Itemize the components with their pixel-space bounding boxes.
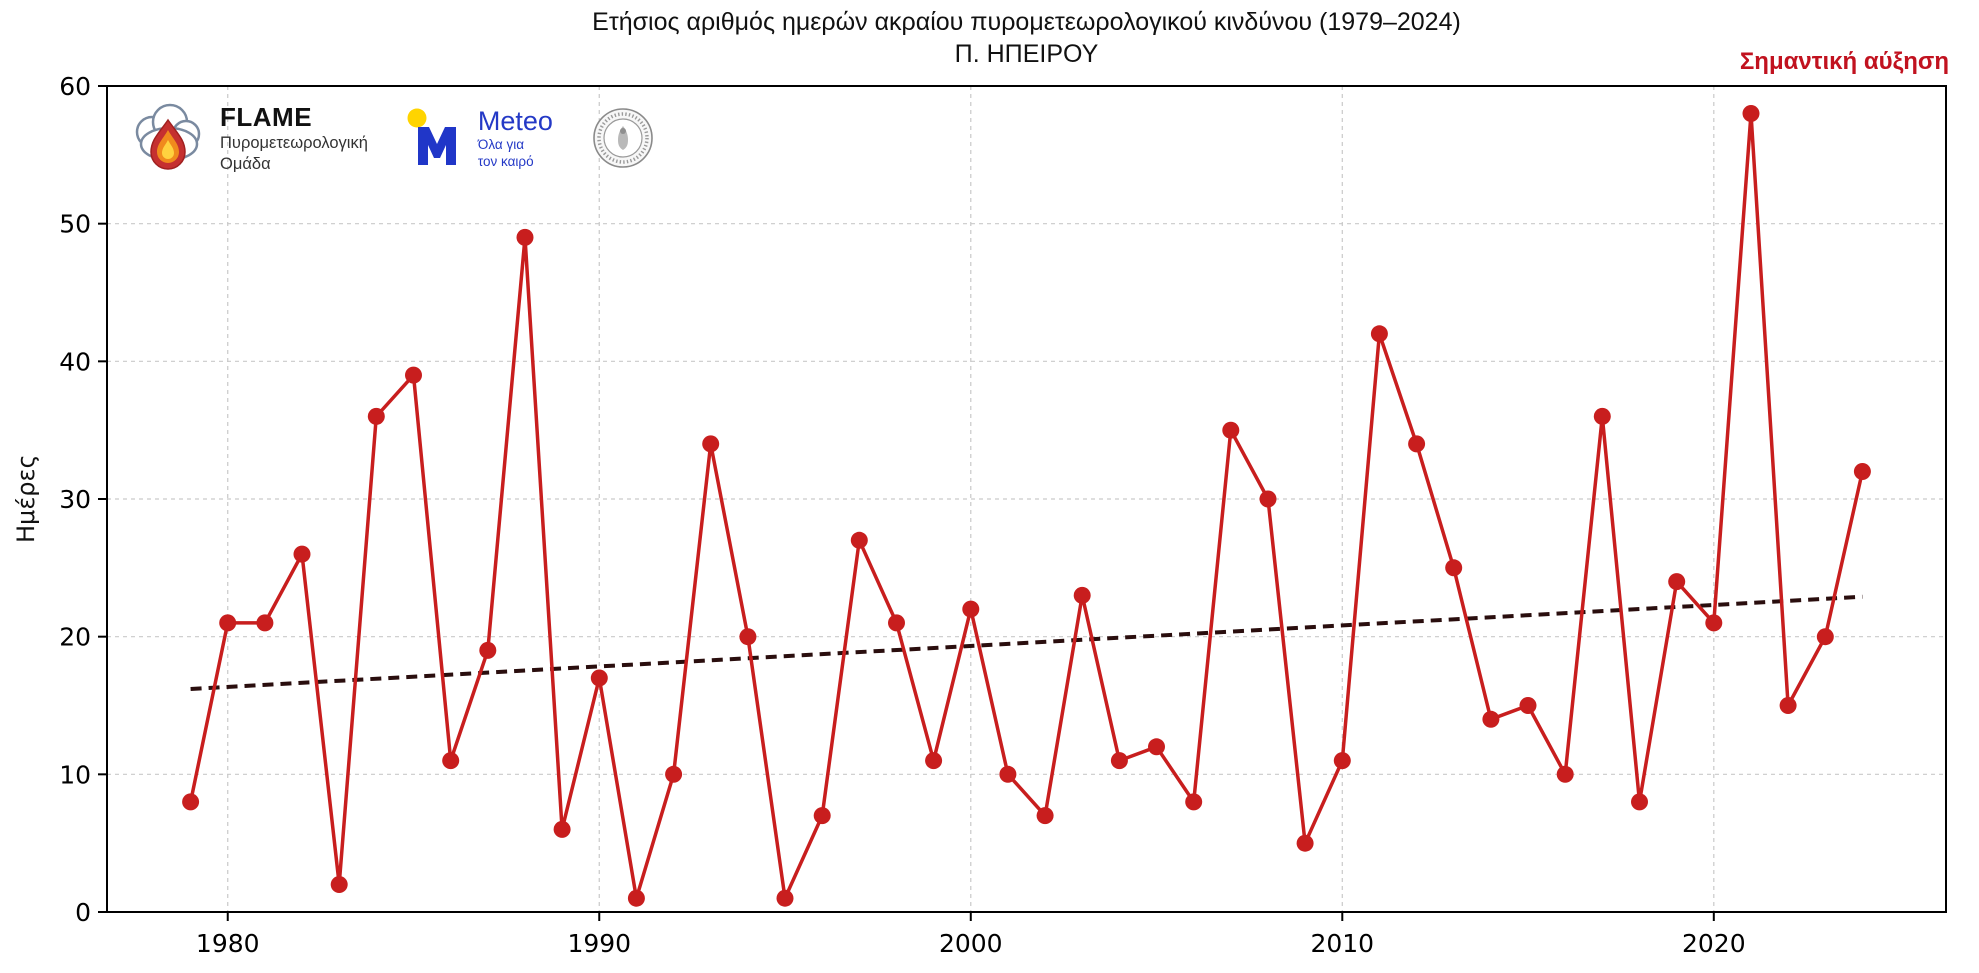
meteo-logo-name: Meteo <box>477 105 553 136</box>
svg-text:1990: 1990 <box>567 929 631 958</box>
axis-ticks <box>98 85 1715 921</box>
chart-subtitle: Π. ΗΠΕΙΡΟΥ <box>954 39 1099 68</box>
trend-line <box>190 594 1863 691</box>
svg-text:2020: 2020 <box>1682 929 1746 958</box>
svg-text:2010: 2010 <box>1310 929 1374 958</box>
flame-logo-sub2: Ομάδα <box>220 154 271 173</box>
trend-annotation: Σημαντική αύξηση <box>1739 48 1949 75</box>
svg-text:10: 10 <box>59 760 91 789</box>
svg-text:1980: 1980 <box>196 929 260 958</box>
meteo-m-icon <box>407 108 456 165</box>
observatory-seal-icon <box>591 106 655 170</box>
gridlines <box>107 86 1946 912</box>
svg-text:0: 0 <box>75 898 91 927</box>
meteo-logo-text: Meteo Όλα για τον καιρό <box>478 106 553 171</box>
observatory-seal-svg <box>593 108 653 168</box>
x-tick-labels: 1980 1990 2000 2010 2020 <box>196 929 1746 958</box>
series-line <box>188 111 1865 900</box>
chart-title: Ετήσιος αριθμός ημερών ακραίου πυρομετεω… <box>592 8 1461 36</box>
series-markers <box>182 105 1871 907</box>
flame-cloud-icon <box>135 103 201 170</box>
flame-logo-text: FLAME Πυρομετεωρολογική Ομάδα <box>220 102 368 174</box>
logo-row: FLAME Πυρομετεωρολογική Ομάδα Meteo Όλα … <box>126 98 655 178</box>
title-block: Ετήσιος αριθμός ημερών ακραίου πυρομετεω… <box>107 6 1946 70</box>
meteo-logo: Meteo Όλα για τον καιρό <box>406 106 553 171</box>
meteo-logo-sub1: Όλα για <box>477 136 525 152</box>
flame-logo-name: FLAME <box>220 101 313 132</box>
svg-text:30: 30 <box>59 485 91 514</box>
flame-logo: FLAME Πυρομετεωρολογική Ομάδα <box>126 98 368 178</box>
svg-text:50: 50 <box>59 210 91 239</box>
svg-text:40: 40 <box>59 347 91 376</box>
svg-text:20: 20 <box>59 623 91 652</box>
y-tick-labels: 0 10 20 30 40 50 60 <box>59 72 91 927</box>
meteo-logo-sub2: τον καιρό <box>477 153 534 169</box>
svg-text:60: 60 <box>59 72 91 101</box>
svg-text:2000: 2000 <box>939 929 1003 958</box>
flame-logo-sub1: Πυρομετεωρολογική <box>220 133 368 152</box>
